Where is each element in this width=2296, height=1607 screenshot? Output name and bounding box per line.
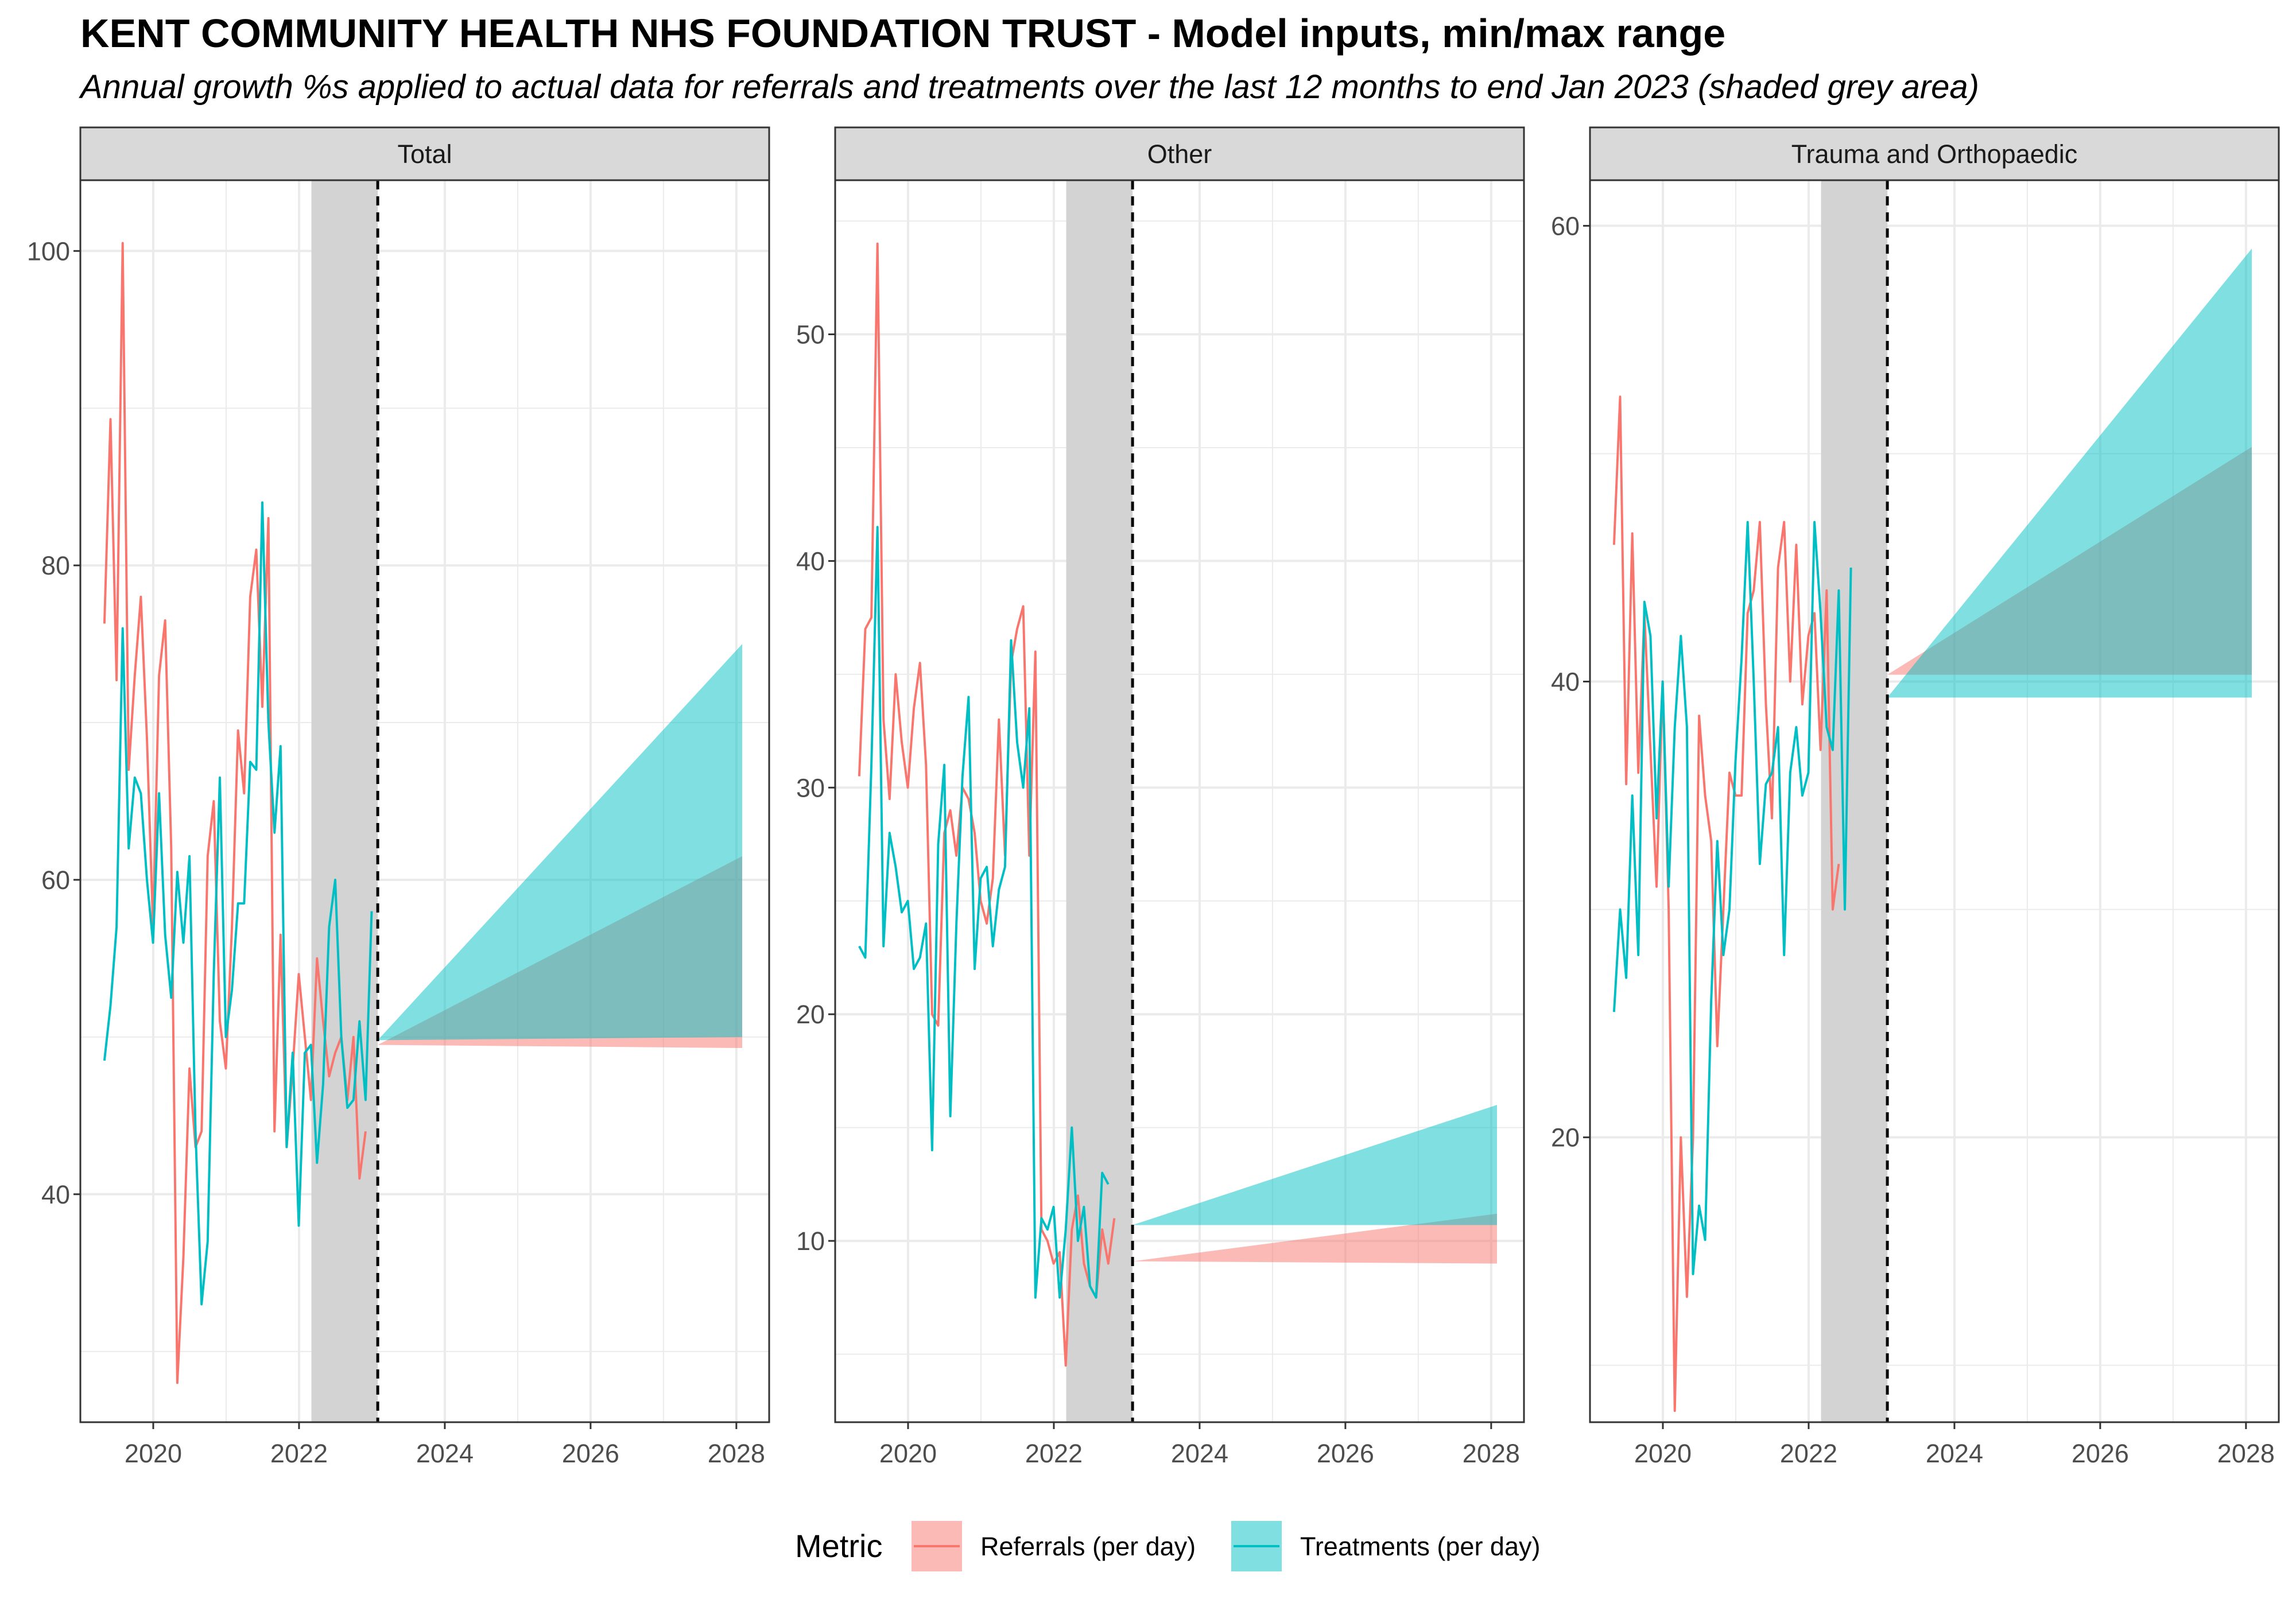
y-tick-label: 50 <box>796 320 825 350</box>
x-tick-label: 2022 <box>1025 1439 1083 1468</box>
plot-area <box>1590 180 2279 1422</box>
x-tick-label: 2026 <box>1317 1439 1374 1468</box>
panel-other: Other 10 20 30 40 50 2020 2022 2024 2026 2028 <box>796 126 1525 1468</box>
x-tick-label: 2028 <box>2217 1439 2275 1468</box>
y-tick-label: 60 <box>1551 211 1580 240</box>
shaded-period <box>1821 180 1888 1422</box>
x-tick-label: 2028 <box>708 1439 765 1468</box>
facet-strip <box>79 126 770 181</box>
facet-strip <box>1589 126 2280 181</box>
x-tick-label: 2020 <box>125 1439 182 1468</box>
x-tick-label: 2020 <box>879 1439 937 1468</box>
legend-label-referrals-per-day: Referrals (per day) <box>980 1532 1196 1561</box>
series-line-referrals-per-day <box>858 242 1116 1367</box>
x-tick-label: 2024 <box>416 1439 474 1468</box>
plot-area <box>835 180 1524 1422</box>
y-tick-label: 40 <box>796 546 825 576</box>
range-ribbon-referrals-per-day <box>1133 1213 1498 1264</box>
chart-title: KENT COMMUNITY HEALTH NHS FOUNDATION TRU… <box>80 11 1726 56</box>
y-tick-label: 40 <box>1551 667 1580 697</box>
panel-total: Total 40 60 80 100 2020 2022 2024 2026 2028 <box>27 126 770 1468</box>
series-line-treatments-per-day <box>858 526 1110 1299</box>
legend-title: Metric <box>795 1528 882 1564</box>
range-ribbon-treatments-per-day <box>378 644 743 1041</box>
facet-strip-label: Trauma and Orthopaedic <box>1791 139 2078 169</box>
facet-strip-label: Other <box>1147 139 1212 169</box>
series-line-treatments-per-day <box>1612 521 1852 1275</box>
chart-subtitle: Annual growth %s applied to actual data … <box>80 68 1979 106</box>
y-tick-label: 20 <box>796 1000 825 1029</box>
y-tick-label: 30 <box>796 773 825 802</box>
x-tick-label: 2024 <box>1171 1439 1228 1468</box>
y-tick-label: 80 <box>41 551 70 580</box>
y-tick-label: 40 <box>41 1180 70 1209</box>
range-ribbon-treatments-per-day <box>1133 1105 1498 1225</box>
x-tick-label: 2026 <box>562 1439 619 1468</box>
x-tick-label: 2024 <box>1926 1439 1983 1468</box>
y-tick-label: 10 <box>796 1226 825 1256</box>
series-line-treatments-per-day <box>103 501 373 1306</box>
series-line-referrals-per-day <box>103 242 367 1384</box>
range-ribbon-treatments-per-day <box>1887 249 2252 698</box>
facet-strip-label: Total <box>397 139 452 169</box>
x-tick-label: 2022 <box>1780 1439 1837 1468</box>
x-tick-label: 2028 <box>1463 1439 1520 1468</box>
y-tick-label: 100 <box>27 236 70 266</box>
x-tick-label: 2020 <box>1634 1439 1692 1468</box>
series-line-referrals-per-day <box>1612 395 1840 1412</box>
x-tick-label: 2022 <box>270 1439 328 1468</box>
y-tick-label: 60 <box>41 865 70 895</box>
legend-label-treatments-per-day: Treatments (per day) <box>1300 1532 1540 1561</box>
x-tick-label: 2026 <box>2072 1439 2129 1468</box>
shaded-period <box>311 180 378 1422</box>
y-tick-label: 20 <box>1551 1123 1580 1152</box>
panel-trauma-and-orthopaedic: Trauma and Orthopaedic 20 40 60 2020 2022 2024… <box>1551 126 2280 1468</box>
plot-area <box>80 180 769 1422</box>
legend: Metric Referrals (per day) Treatments (per… <box>795 1521 1540 1571</box>
facet-strip <box>834 126 1525 181</box>
